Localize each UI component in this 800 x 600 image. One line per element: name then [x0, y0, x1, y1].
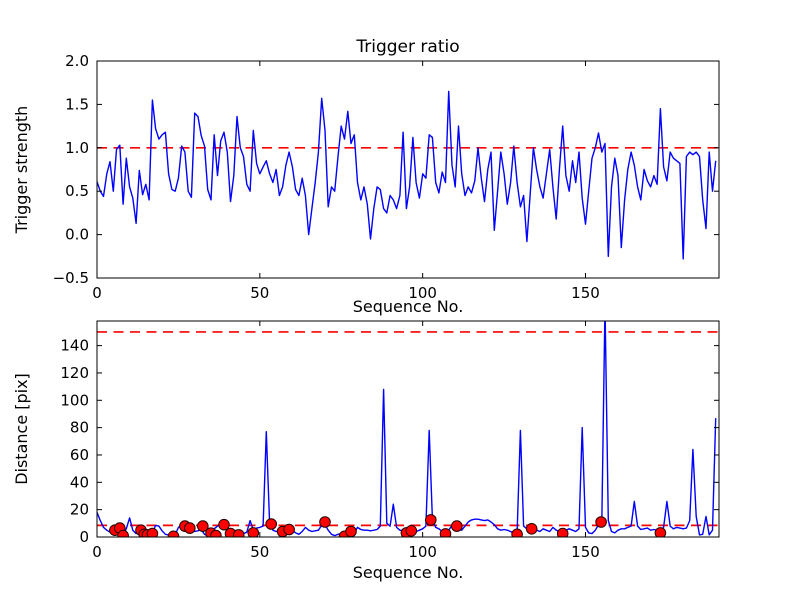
y-tick-label: −0.5: [53, 269, 89, 287]
plot-background: [97, 321, 719, 537]
event-marker: [451, 520, 463, 532]
x-tick-label: 50: [250, 543, 269, 561]
x-tick-label: 150: [571, 284, 600, 302]
y-tick-label: 0.5: [65, 182, 89, 200]
x-tick-label: 100: [408, 284, 437, 302]
event-marker: [265, 518, 278, 530]
y-tick-label: 80: [70, 419, 89, 437]
event-marker: [439, 528, 452, 537]
x-axis-label: Sequence No.: [353, 297, 464, 316]
y-tick-label: 0.0: [65, 226, 89, 244]
event-marker: [218, 518, 230, 531]
event-marker: [425, 514, 437, 526]
y-tick-label: 100: [60, 391, 89, 409]
y-axis-label: Distance [pix]: [12, 373, 31, 485]
y-tick-label: 20: [70, 501, 89, 519]
y-tick-label: 1.5: [65, 95, 89, 113]
event-marker: [146, 527, 159, 537]
event-marker: [556, 527, 569, 537]
event-marker: [210, 529, 222, 537]
trigger-strength-line: [97, 90, 717, 260]
event-marker: [247, 527, 260, 537]
event-marker: [184, 522, 196, 534]
y-tick-label: 0: [79, 528, 89, 546]
axes-frame: [96, 60, 720, 279]
distance-plot: 0 50 100 150 0 20 40 60 80 100 120 140 Sequence No. D…: [12, 320, 720, 582]
event-marker: [405, 525, 418, 537]
event-marker: [319, 516, 331, 528]
event-marker: [117, 529, 129, 537]
x-tick-label: 0: [92, 543, 102, 561]
x-tick-label: 150: [571, 543, 600, 561]
y-tick-label: 140: [60, 337, 89, 355]
y-tick-label: 40: [70, 473, 89, 491]
data-lines: [97, 90, 717, 260]
event-marker: [283, 523, 295, 536]
y-tick-label: 120: [60, 364, 89, 382]
x-tick-label: 0: [92, 284, 102, 302]
x-tick-label: 50: [250, 284, 269, 302]
y-axis-label: Trigger strength: [12, 106, 31, 235]
x-axis-label: Sequence No.: [353, 563, 464, 582]
event-marker: [167, 530, 180, 537]
y-tick-label: 1.0: [65, 139, 89, 157]
event-marker: [525, 523, 538, 535]
axes-frame: [96, 320, 720, 538]
plot-title: Trigger ratio: [355, 37, 459, 57]
event-marker: [654, 527, 667, 537]
x-tick-label: 100: [408, 543, 437, 561]
event-marker: [345, 525, 357, 537]
y-tick-label: 60: [70, 446, 89, 464]
trigger-events-markers: [109, 514, 667, 537]
trigger-ratio-plot: 0 50 100 150 −0.5 0.0 0.5 1.0 1.5 2.0 Trigger rati…: [12, 37, 720, 316]
y-tick-label: 2.0: [65, 52, 89, 70]
event-marker: [232, 529, 245, 537]
event-marker: [595, 516, 607, 528]
plot-background: [97, 61, 719, 278]
event-marker: [511, 528, 523, 537]
event-marker: [197, 520, 209, 532]
